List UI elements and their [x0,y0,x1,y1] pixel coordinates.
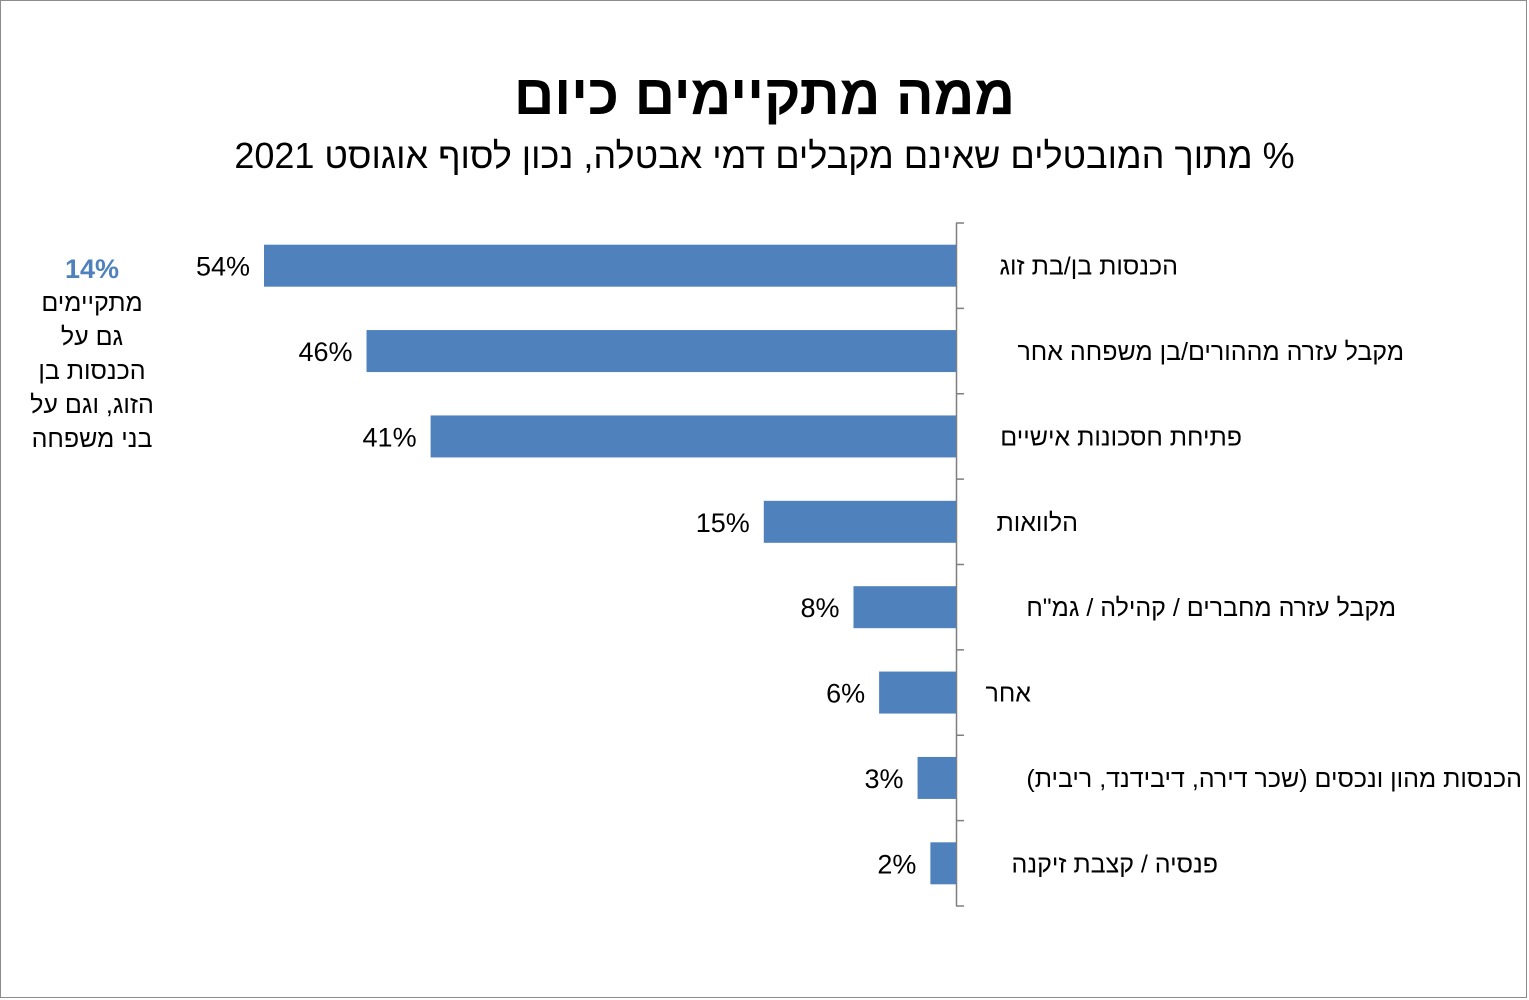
data-label: 15% [696,508,750,538]
side-note-line: גם על [60,323,124,351]
data-label: 41% [363,422,417,452]
bar [917,756,956,799]
category-label: אחר [985,680,1031,708]
category-label: פנסיה / קצבת זיקנה [1012,850,1218,878]
chart-subtitle: % מתוך המובטלים שאינם מקבלים דמי אבטלה, … [234,135,1295,176]
category-label: מקבל עזרה מההורים/בן משפחה אחר [1017,338,1404,366]
bar [853,586,956,629]
bar [763,500,956,543]
bar [264,244,956,287]
data-label: 2% [877,849,916,879]
side-note-value: 14% [64,254,120,284]
category-label: מקבל עזרה מחברים / קהילה / גמ"ח [1026,594,1396,622]
data-label: 3% [865,764,904,794]
category-label: הכנסות בן/בת זוג [999,253,1178,281]
side-note-line: הזוג, וגם על [30,391,154,419]
side-note: 14% מתקיימים גם על הכנסות בן הזוג, וגם ע… [18,252,166,456]
category-label: הלוואות [996,509,1078,537]
bar [930,842,956,885]
bar [430,415,956,458]
data-label: 54% [196,252,250,282]
bar [366,330,956,373]
side-note-line: בני משפחה [31,425,153,453]
category-label: פתיחת חסכונות אישיים [1000,423,1242,451]
data-label: 8% [800,593,839,623]
data-label: 6% [826,679,865,709]
side-note-line: הכנסות בן [38,357,146,385]
chart-title: ממה מתקיימים כיום [513,63,1016,126]
side-note-line: מתקיימים [41,289,143,317]
data-label: 46% [298,337,352,367]
bar [879,671,956,714]
category-label: הכנסות מהון ונכסים (שכר דירה, דיבידנד, ר… [1026,765,1522,793]
